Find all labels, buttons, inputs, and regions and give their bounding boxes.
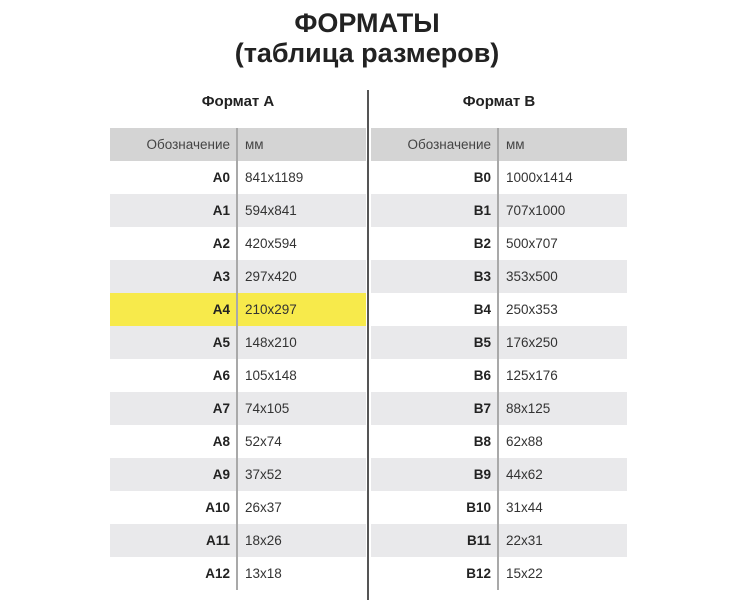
format-size: 105x148 bbox=[245, 368, 297, 383]
format-size: 15x22 bbox=[506, 566, 543, 581]
table-row: B3 353x500 bbox=[371, 260, 627, 293]
table-row: B8 62x88 bbox=[371, 425, 627, 458]
format-name: B12 bbox=[371, 557, 499, 590]
table-row: A7 74x105 bbox=[110, 392, 366, 425]
format-name: A0 bbox=[110, 161, 238, 194]
table-row: B0 1000x1414 bbox=[371, 161, 627, 194]
format-size: 22x31 bbox=[506, 533, 543, 548]
format-name: A4 bbox=[110, 293, 238, 326]
format-size: 1000x1414 bbox=[506, 170, 573, 185]
table-row: B5 176x250 bbox=[371, 326, 627, 359]
format-name: B1 bbox=[371, 194, 499, 227]
format-name: B11 bbox=[371, 524, 499, 557]
format-name: B3 bbox=[371, 260, 499, 293]
table-row: B7 88x125 bbox=[371, 392, 627, 425]
table-header-row: Обозначение мм bbox=[110, 128, 366, 161]
format-name: B10 bbox=[371, 491, 499, 524]
format-size: 353x500 bbox=[506, 269, 558, 284]
format-name: A3 bbox=[110, 260, 238, 293]
header-mm: мм bbox=[506, 137, 525, 152]
format-size: 148x210 bbox=[245, 335, 297, 350]
format-size: 31x44 bbox=[506, 500, 543, 515]
page-subtitle: (таблица размеров) bbox=[234, 38, 500, 68]
table-row: B4 250x353 bbox=[371, 293, 627, 326]
table-row: B9 44x62 bbox=[371, 458, 627, 491]
table-row: A1 594x841 bbox=[110, 194, 366, 227]
format-name: A8 bbox=[110, 425, 238, 458]
format-size: 250x353 bbox=[506, 302, 558, 317]
header-designation: Обозначение bbox=[371, 128, 499, 161]
format-size: 420x594 bbox=[245, 236, 297, 251]
format-name: A2 bbox=[110, 227, 238, 260]
table-row: A2 420x594 bbox=[110, 227, 366, 260]
format-name: B2 bbox=[371, 227, 499, 260]
table-row: A8 52x74 bbox=[110, 425, 366, 458]
table-row: B2 500x707 bbox=[371, 227, 627, 260]
format-name: B4 bbox=[371, 293, 499, 326]
table-row: B6 125x176 bbox=[371, 359, 627, 392]
format-size: 500x707 bbox=[506, 236, 558, 251]
format-name: A11 bbox=[110, 524, 238, 557]
format-b-table: Формат B Обозначение мм B0 1000x1414 B1 … bbox=[371, 92, 627, 590]
format-name: A7 bbox=[110, 392, 238, 425]
format-name: B8 bbox=[371, 425, 499, 458]
table-row: B12 15x22 bbox=[371, 557, 627, 590]
column-divider bbox=[367, 90, 369, 600]
table-row: A12 13x18 bbox=[110, 557, 366, 590]
format-size: 176x250 bbox=[506, 335, 558, 350]
format-size: 44x62 bbox=[506, 467, 543, 482]
table-row: B11 22x31 bbox=[371, 524, 627, 557]
table-row: B1 707x1000 bbox=[371, 194, 627, 227]
format-size: 594x841 bbox=[245, 203, 297, 218]
table-header-row: Обозначение мм bbox=[371, 128, 627, 161]
format-size: 88x125 bbox=[506, 401, 551, 416]
table-row: B10 31x44 bbox=[371, 491, 627, 524]
table-row: A4 210x297 bbox=[110, 293, 366, 326]
format-name: A5 bbox=[110, 326, 238, 359]
format-size: 297x420 bbox=[245, 269, 297, 284]
format-size: 841x1189 bbox=[245, 170, 304, 185]
format-size: 62x88 bbox=[506, 434, 543, 449]
format-size: 74x105 bbox=[245, 401, 290, 416]
table-row: A0 841x1189 bbox=[110, 161, 366, 194]
format-name: B7 bbox=[371, 392, 499, 425]
table-row: A3 297x420 bbox=[110, 260, 366, 293]
format-size: 13x18 bbox=[245, 566, 282, 581]
format-name: A12 bbox=[110, 557, 238, 590]
format-size: 52x74 bbox=[245, 434, 282, 449]
format-name: A10 bbox=[110, 491, 238, 524]
table-caption: Формат А bbox=[201, 93, 275, 110]
format-size: 707x1000 bbox=[506, 203, 566, 218]
format-name: A1 bbox=[110, 194, 238, 227]
format-name: B6 bbox=[371, 359, 499, 392]
format-size: 210x297 bbox=[245, 302, 297, 317]
table-caption: Формат B bbox=[462, 93, 536, 110]
header-mm: мм bbox=[245, 137, 264, 152]
table-row: A11 18x26 bbox=[110, 524, 366, 557]
page-title: ФОРМАТЫ bbox=[294, 8, 440, 38]
format-size: 26x37 bbox=[245, 500, 282, 515]
table-row: A10 26x37 bbox=[110, 491, 366, 524]
table-row: A5 148x210 bbox=[110, 326, 366, 359]
format-size: 125x176 bbox=[506, 368, 558, 383]
format-size: 37x52 bbox=[245, 467, 282, 482]
format-size: 18x26 bbox=[245, 533, 282, 548]
header-designation: Обозначение bbox=[110, 128, 238, 161]
table-row: A9 37x52 bbox=[110, 458, 366, 491]
format-name: B9 bbox=[371, 458, 499, 491]
format-name: A9 bbox=[110, 458, 238, 491]
format-name: A6 bbox=[110, 359, 238, 392]
format-name: B5 bbox=[371, 326, 499, 359]
format-a-table: Формат А Обозначение мм A0 841x1189 A1 5… bbox=[110, 92, 366, 590]
format-name: B0 bbox=[371, 161, 499, 194]
table-row: A6 105x148 bbox=[110, 359, 366, 392]
